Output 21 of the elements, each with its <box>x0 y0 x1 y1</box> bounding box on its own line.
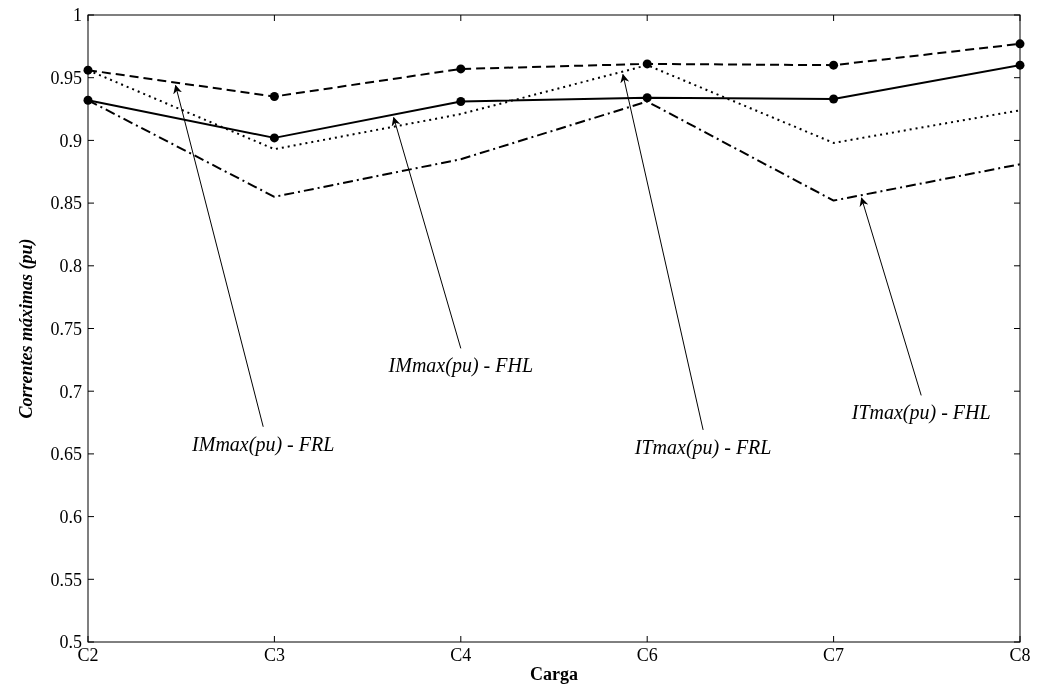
y-tick-label: 0.65 <box>50 444 82 465</box>
text: ITmax(pu) - FHL <box>850 401 991 425</box>
y-tick-label: 0.95 <box>50 68 82 88</box>
y-tick-label: 1 <box>73 5 82 26</box>
text: IMmax(pu) - FHL <box>387 354 533 378</box>
y-tick-label: 0.75 <box>50 318 82 339</box>
y-tick-label: 0.55 <box>50 569 82 590</box>
y-tick-label: 0.85 <box>50 193 82 214</box>
x-axis-title: Carga <box>530 664 578 684</box>
y-tick-label: 0.8 <box>59 256 82 277</box>
x-tick-label: C7 <box>823 645 845 665</box>
y-tick-label: 0.6 <box>59 506 82 527</box>
x-tick-label: C8 <box>1009 645 1031 665</box>
text: ITmax(pu) - FRL <box>633 435 772 459</box>
y-tick-label: 0.9 <box>59 130 82 151</box>
x-tick-label: C3 <box>263 645 285 665</box>
x-tick-label: C6 <box>636 645 658 665</box>
y-axis-title: Correntes máximas (pu) <box>16 238 37 419</box>
text: IMmax(pu) - FRL <box>191 432 335 456</box>
y-tick-label: 0.7 <box>59 381 82 402</box>
x-tick-label: C4 <box>450 645 472 665</box>
